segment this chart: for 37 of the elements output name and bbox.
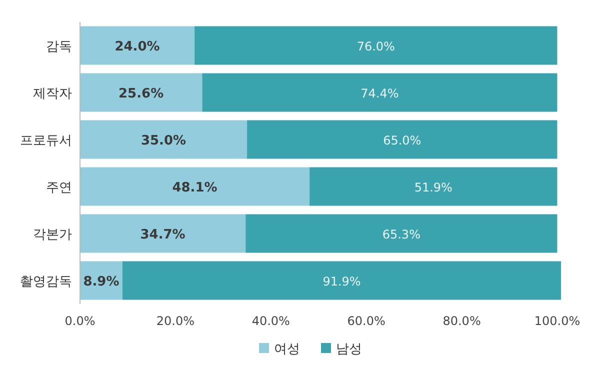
- data-label: 74.4%: [360, 86, 399, 100]
- y-tick-label: 촬영감독: [20, 274, 72, 290]
- data-label: 34.7%: [140, 228, 186, 242]
- data-label: 91.9%: [322, 274, 361, 288]
- data-label: 48.1%: [172, 180, 218, 196]
- x-tick-label: 100.0%: [534, 314, 580, 328]
- bar: [80, 73, 202, 112]
- x-tick-label: 0.0%: [64, 314, 96, 328]
- y-tick-label: 프로듀서: [20, 134, 72, 148]
- bar: [122, 261, 562, 300]
- data-label: 35.0%: [140, 134, 186, 148]
- data-label: 8.9%: [83, 274, 120, 290]
- data-label: 24.0%: [114, 40, 160, 54]
- x-tick-label: 20.0%: [156, 314, 195, 328]
- legend-label: 남성: [336, 342, 362, 357]
- y-tick-label: 감독: [46, 40, 72, 54]
- bar: [80, 120, 248, 159]
- bar: [247, 120, 558, 159]
- x-tick-label: 40.0%: [252, 314, 290, 328]
- y-tick-label: 제작자: [33, 86, 72, 102]
- y-tick-label: 주연: [46, 180, 72, 196]
- bar: [310, 167, 558, 206]
- y-tick-label: 각본가: [33, 228, 72, 242]
- bar: [80, 167, 310, 206]
- data-label: 65.3%: [382, 228, 420, 242]
- x-tick-label: 80.0%: [442, 314, 481, 328]
- data-label: 25.6%: [118, 86, 164, 102]
- bar: [246, 214, 558, 253]
- data-label: 51.9%: [414, 180, 452, 194]
- legend-label: 여성: [274, 342, 300, 357]
- x-tick-label: 60.0%: [347, 314, 386, 328]
- bar: [202, 73, 558, 112]
- bar: [80, 214, 246, 253]
- bar: [194, 26, 558, 65]
- data-label: 65.0%: [383, 134, 422, 148]
- bar: [80, 26, 195, 65]
- data-label: 76.0%: [356, 40, 395, 54]
